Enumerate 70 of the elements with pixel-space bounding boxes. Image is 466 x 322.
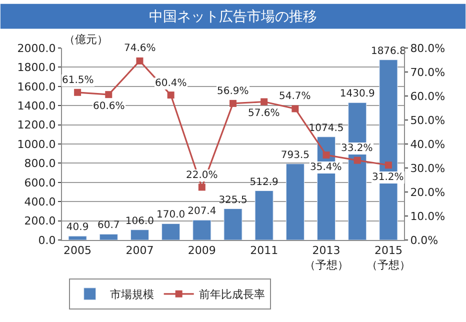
point bbox=[384, 162, 392, 169]
legend-label: 前年比成長率 bbox=[198, 288, 265, 302]
data-label: 60.4% bbox=[155, 78, 187, 89]
y-tick-label: 1000.0 bbox=[17, 138, 56, 151]
data-label: 60.6% bbox=[93, 101, 125, 112]
x-tick-label: 2007 bbox=[126, 244, 154, 258]
point bbox=[292, 105, 299, 112]
data-label: 33.2% bbox=[341, 143, 373, 154]
data-label: 22.0% bbox=[186, 170, 218, 181]
data-label: 60.7 bbox=[98, 220, 120, 232]
point bbox=[198, 184, 206, 191]
data-label: 74.6% bbox=[124, 43, 156, 54]
bar bbox=[224, 208, 242, 240]
y2-tick-label: 60.0% bbox=[410, 90, 446, 103]
point bbox=[105, 91, 112, 98]
data-label: 61.5% bbox=[62, 75, 94, 86]
y2-tick-label: 20.0% bbox=[410, 186, 446, 199]
point bbox=[322, 152, 330, 159]
y-tick-label: 1400.0 bbox=[17, 99, 56, 112]
y2-tick-label: 80.0% bbox=[410, 42, 446, 55]
y-tick-label: 800.0 bbox=[24, 157, 56, 170]
x-tick-label: 2009 bbox=[188, 244, 216, 258]
x-tick-label: 2013 （予想） bbox=[304, 244, 348, 272]
data-label: 31.2% bbox=[372, 172, 404, 183]
y-tick-label: 1800.0 bbox=[17, 61, 56, 74]
y-tick-label: 0.0 bbox=[38, 234, 56, 247]
y2-tick-label: 40.0% bbox=[410, 138, 446, 151]
data-label: 325.5 bbox=[218, 194, 248, 206]
y2-tick-label: 0.0% bbox=[410, 234, 438, 247]
point bbox=[354, 156, 361, 164]
data-label: 793.5 bbox=[280, 150, 310, 161]
data-label: 54.7% bbox=[279, 91, 311, 102]
y2-tick-label: 10.0% bbox=[410, 210, 446, 223]
point bbox=[230, 100, 236, 107]
data-label: 1074.5 bbox=[308, 122, 344, 134]
legend-label: 市場規模 bbox=[110, 288, 154, 302]
y-tick-label: 200.0 bbox=[24, 214, 56, 228]
data-label: 1430.9 bbox=[340, 88, 375, 100]
y-tick-label: 600.0 bbox=[24, 176, 56, 190]
bar bbox=[254, 190, 274, 240]
data-label: 512.9 bbox=[250, 176, 278, 188]
y2-tick-label: 70.0% bbox=[410, 66, 446, 79]
bar bbox=[286, 164, 304, 240]
data-label: 57.6% bbox=[248, 108, 280, 119]
bar bbox=[130, 230, 149, 240]
bar bbox=[162, 223, 180, 240]
y2-tick-label: 50.0% bbox=[410, 114, 446, 127]
point bbox=[260, 98, 268, 106]
data-label: 106.0 bbox=[125, 216, 154, 227]
point bbox=[167, 92, 174, 99]
bar bbox=[99, 234, 118, 240]
point bbox=[136, 57, 144, 64]
bar bbox=[68, 236, 87, 240]
data-label: 170.0 bbox=[156, 210, 186, 221]
x-tick-label: 2005 bbox=[64, 244, 92, 258]
data-label: 35.4% bbox=[310, 162, 342, 173]
x-tick-label: 2015 （予想） bbox=[366, 244, 410, 272]
x-tick-label: 2011 bbox=[250, 244, 278, 258]
data-label: 56.9% bbox=[217, 86, 249, 97]
y-tick-label: 1600.0 bbox=[17, 80, 56, 94]
point bbox=[74, 88, 82, 96]
y-tick-label: 400.0 bbox=[24, 195, 56, 208]
y-axis-title: （億元） bbox=[64, 33, 108, 46]
bar bbox=[192, 220, 212, 240]
y-tick-label: 2000.0 bbox=[17, 42, 56, 55]
chart-title: 中国ネット広告市場の推移 bbox=[149, 9, 317, 26]
y-tick-label: 1200.0 bbox=[17, 118, 56, 132]
data-label: 207.4 bbox=[188, 206, 216, 218]
y2-tick-label: 30.0% bbox=[410, 162, 446, 175]
data-label: 40.9 bbox=[66, 222, 89, 234]
